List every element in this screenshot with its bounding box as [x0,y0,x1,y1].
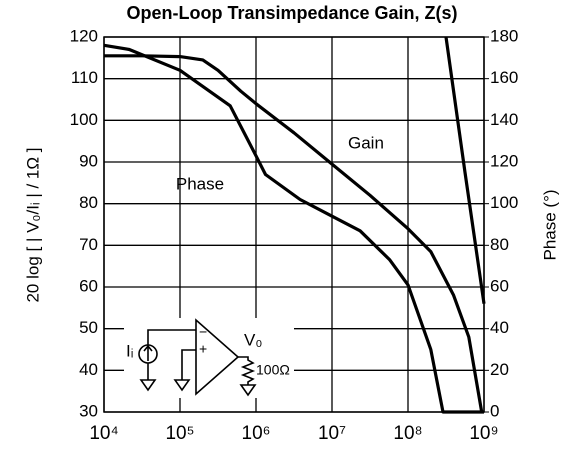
circuit-label: + [199,341,207,357]
y-tick-label: 30 [79,401,98,420]
gain-annotation: Gain [348,133,384,152]
chart-title: Open-Loop Transimpedance Gain, Z(s) [126,3,457,23]
y2-tick-label: 140 [490,110,518,129]
y2-axis-label: Phase (°) [540,189,559,260]
arrow [143,344,153,361]
x-tick-label: 10⁵ [165,423,194,444]
y-tick-label: 50 [79,318,98,337]
op-amp [195,318,240,396]
circuit: Iᵢ V₀ 100Ω − + [124,318,294,398]
y2-tick-label: 120 [490,151,518,170]
wires [139,329,196,392]
y2-tick-label: 100 [490,193,518,212]
x-tick-label: 10⁹ [469,423,498,444]
y2-tick-label: 60 [490,276,509,295]
y2-tick-label: 20 [490,360,509,379]
y2-tick-label: 80 [490,235,509,254]
y-tick-label: 110 [71,68,98,87]
y2-tick-label: 40 [490,318,509,337]
x-tick-label: 10⁸ [393,423,422,444]
phase-annotation: Phase [176,174,224,193]
circuit-label: V₀ [244,330,262,349]
x-tick-label: 10⁷ [318,423,346,444]
y-tick-label: 100 [70,110,98,129]
x-tick-label: 10⁶ [242,423,271,444]
circuit-label: 100Ω [256,362,290,378]
y-tick-label: 120 [70,26,98,45]
ground [173,349,196,392]
y-tick-label: 80 [79,193,98,212]
series-line [103,36,486,414]
circuit-label: Iᵢ [126,341,133,360]
y-tick-label: 40 [79,360,98,379]
y-tick-label: 70 [79,235,98,254]
y2-tick-label: 160 [490,68,518,87]
curves [103,36,486,414]
y-axis-label: 20 log [ | V₀/Iᵢ | / 1Ω ] [23,147,42,302]
y-tick-label: 60 [79,276,98,295]
circuit-label: − [199,324,207,340]
resistor [238,356,257,397]
x-tick-label: 10⁴ [89,423,118,444]
y2-tick-label: 180 [490,26,518,45]
series-line [104,54,484,413]
y-tick-label: 90 [79,151,98,170]
y2-tick-label: 0 [490,401,499,420]
